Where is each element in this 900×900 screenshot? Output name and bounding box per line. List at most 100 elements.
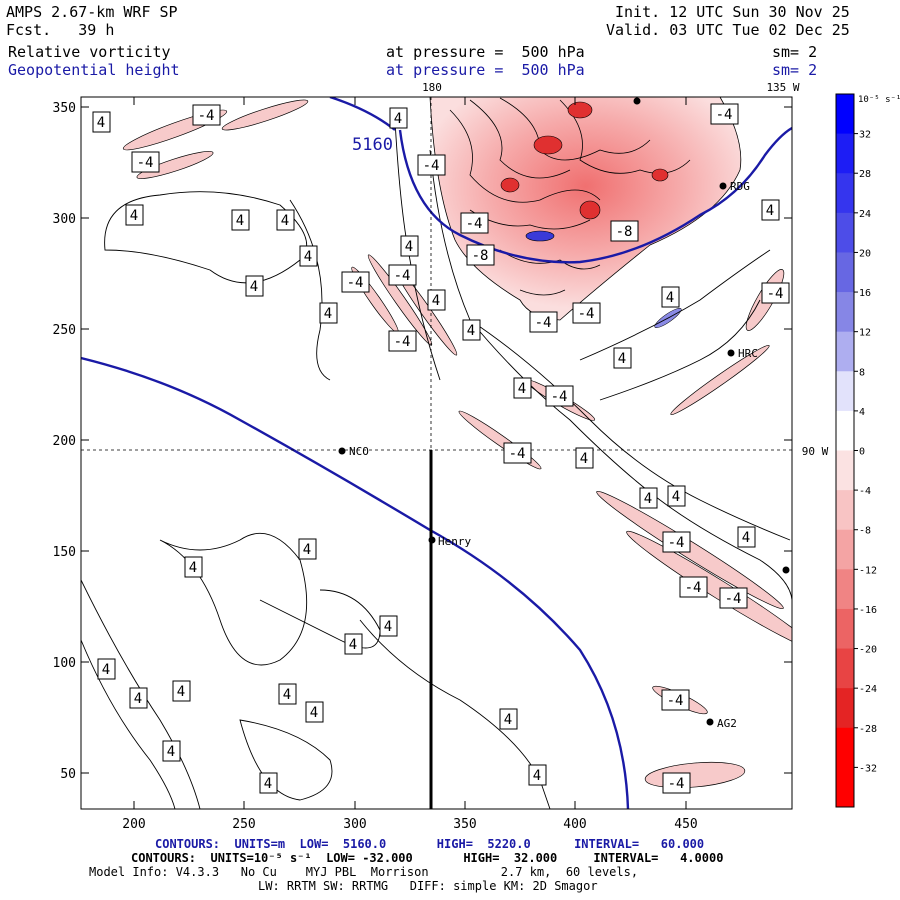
station-label: HRC bbox=[738, 347, 758, 360]
label-box: 4 bbox=[389, 107, 408, 129]
label-box: -4 bbox=[710, 103, 739, 125]
label-box: -4 bbox=[341, 271, 370, 293]
colorbar-cell bbox=[836, 292, 854, 333]
colorbar-tick-label: -28 bbox=[859, 724, 877, 735]
label-box: -4 bbox=[662, 531, 691, 553]
field1-smoothing: sm= 2 bbox=[772, 43, 818, 61]
vort-label: 4 bbox=[666, 290, 674, 306]
vort-label: 4 bbox=[644, 491, 652, 507]
colorbar-cells bbox=[836, 94, 854, 808]
label-box: -8 bbox=[466, 244, 495, 266]
footer-low: LOW= 5160.0 bbox=[299, 837, 387, 851]
vort-label: 4 bbox=[134, 691, 142, 707]
colorbar-cell bbox=[836, 569, 854, 610]
colorbar-cell bbox=[836, 688, 854, 729]
label-box: 4 bbox=[575, 447, 594, 469]
label-box: 4 bbox=[125, 204, 144, 226]
vort-label: 4 bbox=[102, 662, 110, 678]
label-box: 4 bbox=[528, 764, 547, 786]
label-box: 4 bbox=[92, 111, 111, 133]
vort-label: -4 bbox=[394, 268, 411, 284]
label-box: 4 bbox=[162, 740, 181, 762]
vort-label: -4 bbox=[423, 158, 440, 174]
footer-units: UNITS=m bbox=[234, 837, 286, 851]
y-tick-label: 250 bbox=[53, 323, 76, 338]
height-contour-5160-north bbox=[398, 126, 792, 264]
label-box: 4 bbox=[259, 772, 278, 794]
x-tick-label: 300 bbox=[343, 817, 366, 832]
vort-label: 4 bbox=[304, 249, 312, 265]
label-box: 4 bbox=[278, 683, 297, 705]
label-box: -4 bbox=[761, 282, 790, 304]
vort-label: 4 bbox=[167, 744, 175, 760]
colorbar-cell bbox=[836, 648, 854, 689]
y-tick-label: 150 bbox=[53, 545, 76, 560]
colorbar-tick-label: 24 bbox=[859, 209, 871, 220]
label-box: 4 bbox=[462, 319, 481, 341]
vort-label: 4 bbox=[283, 687, 291, 703]
colorbar-tick-label: 20 bbox=[859, 248, 871, 259]
label-box: 4 bbox=[129, 687, 148, 709]
vort-label: 4 bbox=[189, 560, 197, 576]
footer-model-info: Model Info: V4.3.3 No Cu MYJ PBL Morriso… bbox=[89, 865, 639, 879]
vort-label: 4 bbox=[310, 705, 318, 721]
vort-label: 4 bbox=[432, 293, 440, 309]
colorbar-tick-label: 4 bbox=[859, 407, 865, 418]
vort-label: 4 bbox=[742, 530, 750, 546]
colorbar-tick-label: -24 bbox=[859, 684, 877, 695]
label-box: 4 bbox=[427, 289, 446, 311]
label-box: 4 bbox=[245, 275, 264, 297]
label-box: 4 bbox=[613, 347, 632, 369]
vort-label: 4 bbox=[533, 768, 541, 784]
vort-label: 4 bbox=[672, 489, 680, 505]
x-tick-label: 350 bbox=[453, 817, 476, 832]
colorbar-cell bbox=[836, 94, 854, 135]
colorbar-cell bbox=[836, 331, 854, 372]
x-tick-label: 200 bbox=[122, 817, 145, 832]
colorbar-tick-label: -32 bbox=[859, 763, 877, 774]
x-tick-label: 450 bbox=[674, 817, 697, 832]
vort-label: -4 bbox=[685, 580, 702, 596]
footer-physics-info: LW: RRTM SW: RRTMG DIFF: simple KM: 2D S… bbox=[258, 879, 598, 893]
vort-label: -4 bbox=[716, 107, 733, 123]
vort-label: 4 bbox=[236, 213, 244, 229]
label-box: -4 bbox=[417, 154, 446, 176]
label-box: 4 bbox=[305, 701, 324, 723]
station-marker bbox=[428, 536, 436, 544]
vort-label: 4 bbox=[177, 684, 185, 700]
label-box: -4 bbox=[460, 212, 489, 234]
vorticity-maxima bbox=[500, 101, 669, 220]
label-box: 4 bbox=[667, 485, 686, 507]
vort-label: 4 bbox=[405, 239, 413, 255]
vort-label: -4 bbox=[535, 315, 552, 331]
label-box: 4 bbox=[513, 377, 532, 399]
field2-name: Geopotential height bbox=[8, 61, 180, 79]
vort-label: -4 bbox=[466, 216, 483, 232]
vort-label: -4 bbox=[137, 155, 154, 171]
colorbar-cell bbox=[836, 767, 854, 808]
label-box: 4 bbox=[379, 615, 398, 637]
label-box: 4 bbox=[761, 199, 780, 221]
model-title: AMPS 2.67-km WRF SP bbox=[6, 3, 178, 21]
lon-label-180: 180 bbox=[422, 81, 442, 94]
positive-vorticity-patch bbox=[525, 230, 555, 242]
x-tick-label: 400 bbox=[563, 817, 586, 832]
colorbar-tick-label: 28 bbox=[859, 169, 871, 180]
label-box: 4 bbox=[737, 526, 756, 548]
station-marker-edge bbox=[633, 97, 641, 105]
footer-contours-label: CONTOURS: bbox=[155, 837, 221, 851]
colorbar-cell bbox=[836, 608, 854, 650]
vort-label: 4 bbox=[504, 712, 512, 728]
label-box: 4 bbox=[319, 302, 338, 324]
label-box: 4 bbox=[97, 658, 116, 680]
footer-high: HIGH= 5220.0 bbox=[436, 837, 531, 851]
vort-label: -4 bbox=[667, 693, 684, 709]
colorbar-cell bbox=[836, 173, 854, 214]
vort-label: 4 bbox=[130, 208, 138, 224]
vort-label: -8 bbox=[472, 248, 489, 264]
label-box: 4 bbox=[172, 680, 191, 702]
field2-level: at pressure = 500 hPa bbox=[386, 61, 585, 79]
station-label: AG2 bbox=[717, 717, 737, 730]
vort-label: -4 bbox=[668, 776, 685, 792]
y-tick-label: 100 bbox=[53, 656, 76, 671]
